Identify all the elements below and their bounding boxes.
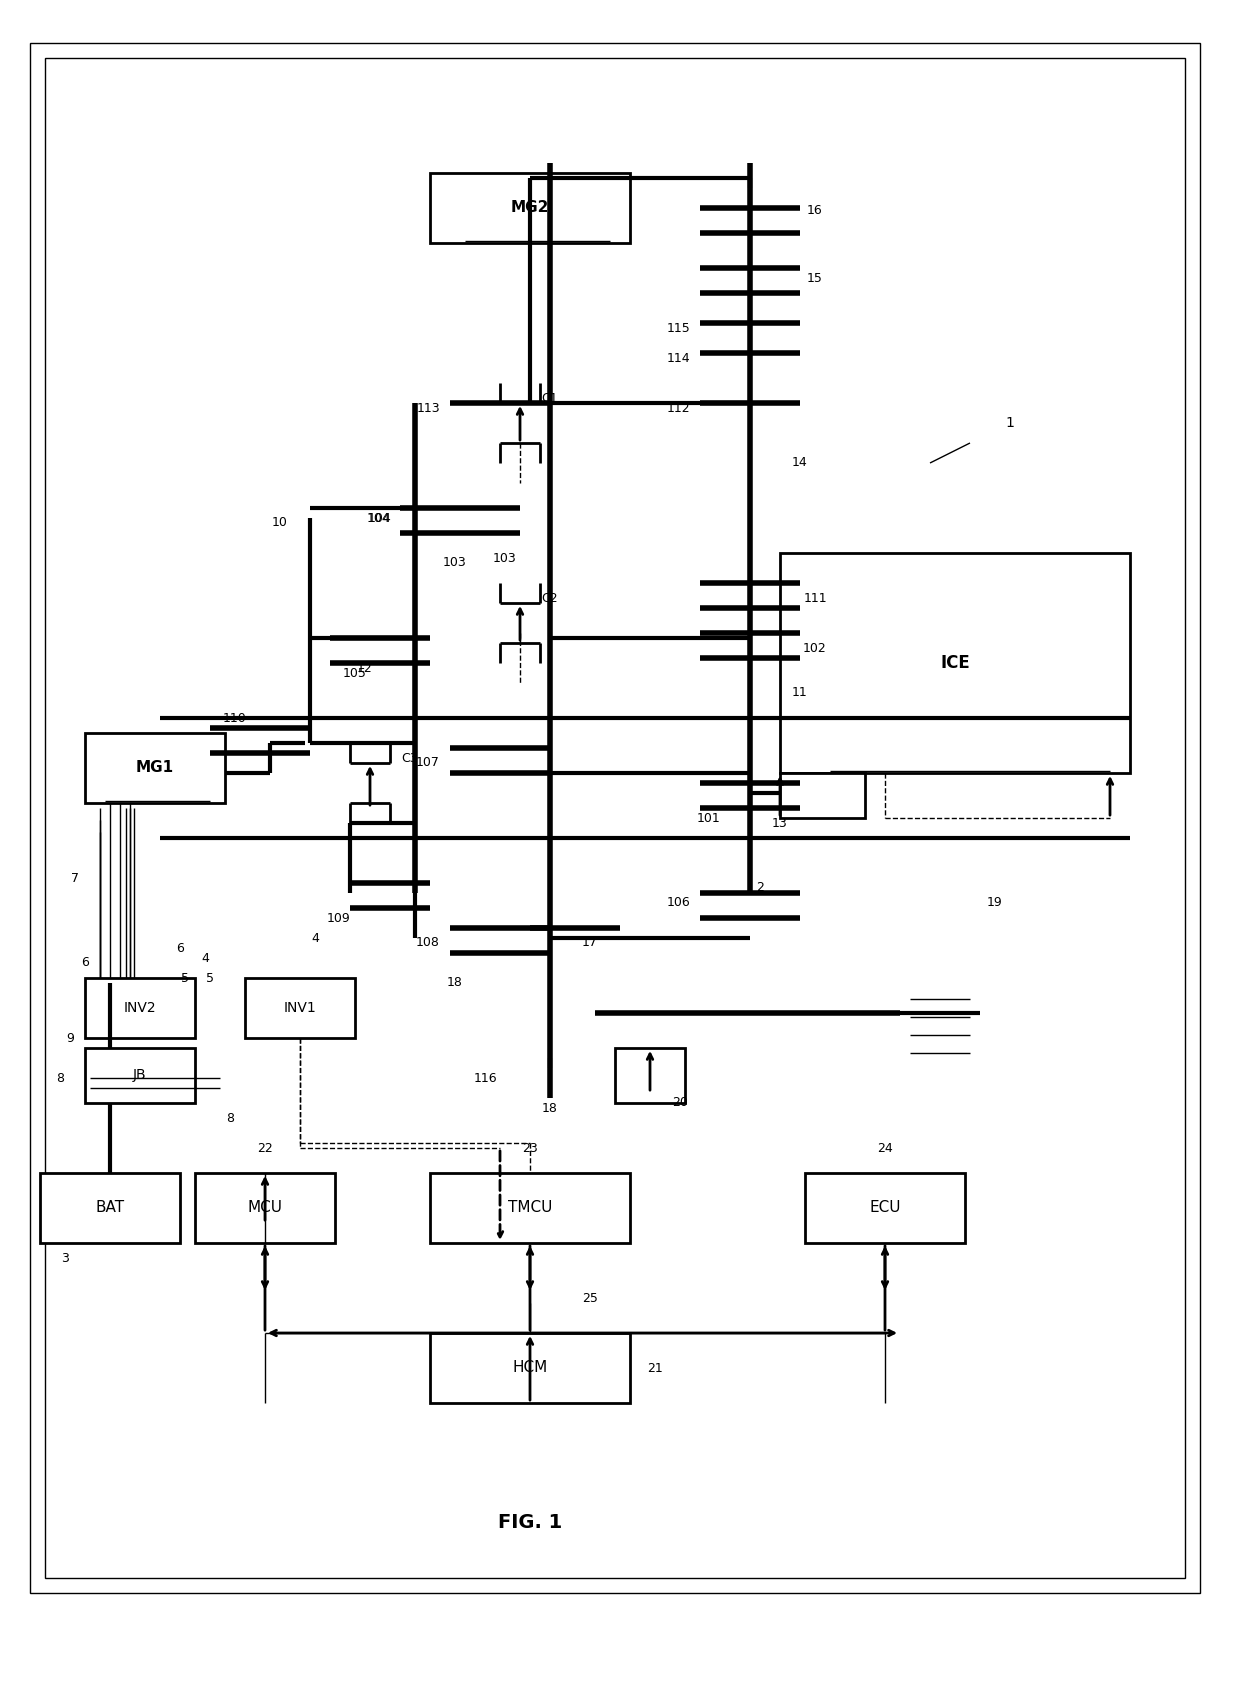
Text: 22: 22 [257,1141,273,1155]
Text: 105: 105 [343,667,367,679]
Text: 116: 116 [474,1072,497,1085]
Text: 104: 104 [366,511,391,525]
Text: ECU: ECU [869,1200,900,1216]
Text: 114: 114 [666,352,689,364]
Text: 5: 5 [181,972,188,985]
Bar [780,554,1130,774]
Text: 107: 107 [417,757,440,770]
Text: 23: 23 [522,1141,538,1155]
Bar [45,58,1185,1578]
Text: 6: 6 [81,957,89,970]
Text: 14: 14 [792,457,808,469]
Text: 109: 109 [326,911,350,924]
Bar [340,774,551,858]
Text: 25: 25 [582,1292,598,1305]
Bar [300,163,950,963]
Text: 18: 18 [448,977,463,989]
Bar [430,1332,630,1403]
Text: 103: 103 [443,557,467,569]
Bar [615,1048,684,1104]
Text: INV1: INV1 [284,1001,316,1016]
Text: 102: 102 [804,642,827,655]
Text: 16: 16 [807,205,823,217]
Text: INV2: INV2 [124,1001,156,1016]
Text: 3: 3 [61,1251,69,1265]
Text: 7: 7 [71,872,79,884]
Text: 2: 2 [756,882,764,894]
Text: FIG. 1: FIG. 1 [498,1514,562,1532]
Text: 115: 115 [666,322,689,335]
Text: 19: 19 [987,897,1003,909]
Text: HCM: HCM [512,1361,548,1375]
Bar [305,168,875,743]
Text: JB: JB [133,1068,146,1082]
Text: TMCU: TMCU [508,1200,552,1216]
Text: MG2: MG2 [511,200,549,215]
Text: C1: C1 [542,391,558,405]
Text: 112: 112 [666,401,689,415]
Text: 18: 18 [542,1102,558,1114]
Text: 10: 10 [272,516,288,530]
Text: 113: 113 [417,401,440,415]
Bar [86,733,224,802]
Text: 15: 15 [807,271,823,284]
Bar [430,173,630,244]
Bar [40,1173,180,1243]
Text: 104: 104 [368,511,392,525]
Text: 106: 106 [666,897,689,909]
Text: 110: 110 [223,711,247,725]
Text: MCU: MCU [248,1200,283,1216]
Text: C2: C2 [542,591,558,604]
Text: 6: 6 [176,941,184,955]
Text: 103: 103 [494,552,517,564]
Bar [86,1048,195,1104]
Bar [86,979,195,1038]
Text: 13: 13 [773,816,787,830]
Text: 11: 11 [792,686,808,699]
Text: 8: 8 [226,1112,234,1124]
Text: 24: 24 [877,1141,893,1155]
Text: ICE: ICE [940,653,970,672]
Text: 101: 101 [696,811,720,824]
Text: 17: 17 [582,936,598,950]
Bar [805,1173,965,1243]
Text: 4: 4 [311,931,319,945]
Text: 4: 4 [201,951,208,965]
FancyBboxPatch shape [895,963,985,1063]
Text: 1: 1 [1006,416,1014,430]
Bar [450,533,650,682]
Text: C3: C3 [402,752,418,765]
Text: 8: 8 [56,1072,64,1085]
Text: MG1: MG1 [136,760,174,775]
Bar [430,1173,630,1243]
Bar [780,774,866,818]
Bar [246,979,355,1038]
Text: 20: 20 [672,1097,688,1109]
Bar [455,454,595,549]
Text: 108: 108 [417,936,440,950]
Text: 9: 9 [66,1031,74,1045]
Text: 5: 5 [206,972,215,985]
Text: 12: 12 [357,662,373,674]
Text: 21: 21 [647,1361,663,1375]
Bar [195,1173,335,1243]
Text: 111: 111 [804,591,827,604]
Text: BAT: BAT [95,1200,124,1216]
